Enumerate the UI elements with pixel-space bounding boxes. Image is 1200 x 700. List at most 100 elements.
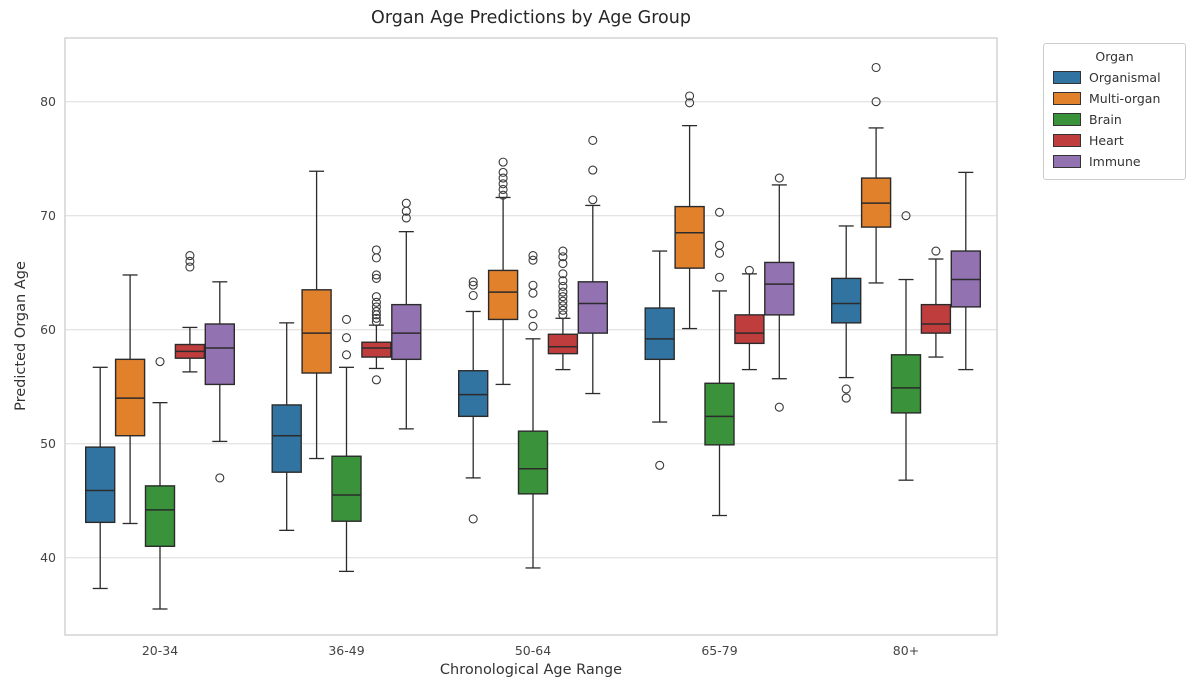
y-tick-50: 50 [40, 436, 56, 451]
outlier-point [498, 179, 508, 189]
outlier-point [841, 393, 851, 403]
outlier-point [468, 277, 478, 287]
legend-swatch-immune [1053, 155, 1081, 168]
outlier-point [401, 213, 411, 223]
box-multi-organ-80+ [860, 62, 892, 284]
outlier-point [371, 245, 381, 255]
y-tick-40: 40 [40, 550, 56, 565]
box-heart-80+ [920, 246, 952, 358]
box-immune-36-49 [391, 198, 422, 430]
axes-border [64, 37, 998, 636]
outlier-point [371, 297, 381, 307]
box-organismal-65-79 [644, 250, 675, 470]
outlier-point [468, 290, 478, 301]
x-tick-20-34: 20-34 [142, 643, 178, 658]
box-immune-50-64 [577, 135, 608, 395]
legend-label-heart: Heart [1089, 133, 1124, 148]
outlier-point [558, 259, 568, 269]
legend: Organ Organismal Multi-organ Brain Heart… [1043, 43, 1186, 180]
outlier-point [371, 253, 381, 263]
box-brain-50-64 [517, 251, 549, 569]
outlier-point [558, 269, 568, 279]
outlier-point [558, 301, 568, 311]
outlier-point [341, 314, 352, 324]
box-organismal-80+ [831, 225, 862, 403]
outlier-point [558, 281, 568, 291]
outlier-point [371, 375, 381, 385]
x-tick-65-79: 65-79 [701, 643, 737, 658]
outlier-point [528, 309, 538, 319]
outlier-point [931, 246, 941, 256]
outlier-point [871, 62, 881, 73]
outlier-point [498, 184, 508, 195]
legend-item-brain: Brain [1053, 109, 1176, 130]
outlier-point [371, 306, 381, 317]
legend-item-immune: Immune [1053, 151, 1176, 172]
outlier-point [558, 305, 568, 315]
outlier-point [215, 473, 225, 483]
outlier-point [528, 280, 538, 290]
box-heart-50-64 [547, 246, 579, 371]
legend-item-heart: Heart [1053, 130, 1176, 151]
outlier-point [155, 357, 165, 367]
x-tick-50-64: 50-64 [515, 643, 551, 658]
legend-swatch-multi-organ [1053, 92, 1081, 105]
legend-label-multi-organ: Multi-organ [1089, 91, 1161, 106]
x-tick-36-49: 36-49 [328, 643, 364, 658]
box-immune-65-79 [764, 173, 795, 412]
outlier-point [558, 310, 568, 320]
outlier-point [371, 313, 381, 323]
legend-label-immune: Immune [1089, 154, 1141, 169]
y-axis-label: Predicted Organ Age [13, 261, 29, 411]
outlier-point [371, 273, 381, 283]
box-multi-organ-50-64 [487, 157, 519, 386]
outlier-point [655, 460, 665, 470]
outlier-point [685, 98, 695, 108]
box-brain-80+ [890, 211, 922, 481]
outlier-point [588, 165, 598, 175]
box-brain-36-49 [331, 314, 362, 573]
y-tick-60: 60 [40, 322, 56, 337]
box-organismal-36-49 [271, 322, 302, 531]
box-multi-organ-65-79 [674, 91, 705, 330]
box-brain-65-79 [704, 207, 735, 517]
legend-label-brain: Brain [1089, 112, 1122, 127]
box-multi-organ-20-34 [114, 274, 146, 525]
outlier-point [528, 255, 538, 265]
outlier-point [714, 272, 725, 282]
outlier-point [685, 91, 695, 101]
box-heart-65-79 [734, 265, 765, 371]
legend-swatch-heart [1053, 134, 1081, 147]
outlier-point [528, 288, 538, 298]
outlier-point [558, 246, 568, 256]
outlier-point [401, 198, 411, 208]
outlier-point [498, 157, 508, 167]
outlier-point [558, 252, 568, 262]
outlier-point [588, 135, 598, 146]
outlier-point [744, 265, 754, 275]
outlier-point [774, 173, 784, 183]
outlier-point [185, 251, 195, 261]
box-immune-80+ [950, 171, 981, 371]
outlier-point [498, 173, 508, 183]
legend-item-multi-organ: Multi-organ [1053, 88, 1176, 109]
outlier-point [558, 276, 568, 286]
legend-swatch-organismal [1053, 71, 1081, 84]
legend-title: Organ [1095, 49, 1134, 64]
outlier-point [714, 207, 725, 217]
outlier-point [498, 167, 508, 177]
box-heart-36-49 [361, 245, 392, 385]
y-tick-70: 70 [40, 208, 56, 223]
outlier-point [714, 248, 725, 258]
outlier-point [774, 402, 784, 412]
x-axis-label: Chronological Age Range [439, 662, 623, 678]
outlier-point [714, 240, 725, 250]
outlier-point [528, 321, 538, 331]
legend-swatch-brain [1053, 113, 1081, 126]
legend-label-organismal: Organismal [1089, 70, 1161, 85]
outlier-point [558, 292, 568, 302]
x-tick-80+: 80+ [893, 643, 919, 658]
box-immune-20-34 [204, 281, 236, 483]
box-multi-organ-36-49 [301, 170, 332, 460]
